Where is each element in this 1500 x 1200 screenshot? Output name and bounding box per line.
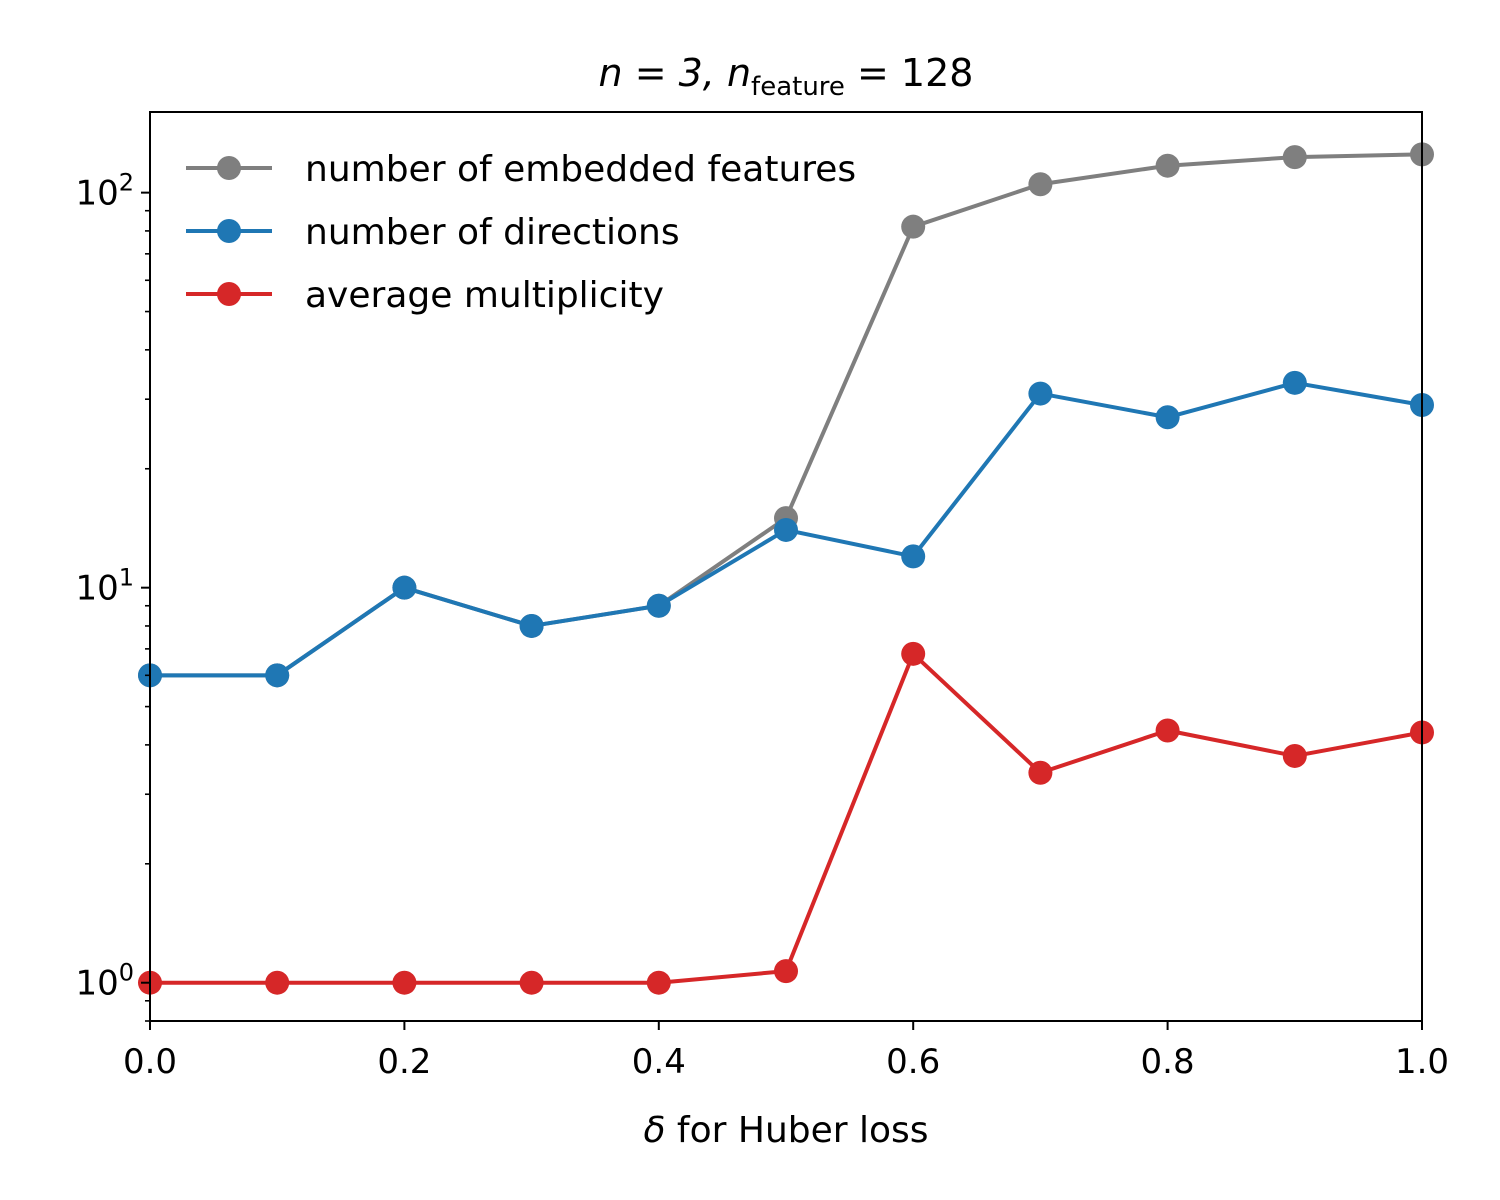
x-tick-label: 1.0 <box>1395 1042 1449 1082</box>
data-point <box>519 970 544 995</box>
chart-title: n = 3, nfeature = 128 <box>599 51 974 102</box>
legend-label: number of embedded features <box>305 149 856 190</box>
plot-frame <box>149 111 1423 1022</box>
x-tick-label: 0.2 <box>377 1042 431 1082</box>
data-point <box>901 641 926 666</box>
data-point <box>1155 405 1180 430</box>
data-point <box>392 970 417 995</box>
legend-swatch-marker <box>217 219 241 243</box>
x-tick-label: 0.6 <box>886 1042 940 1082</box>
legend-swatch-marker <box>217 282 241 306</box>
legend-label: number of directions <box>305 212 680 253</box>
data-point <box>519 613 544 638</box>
data-point <box>774 959 798 984</box>
series-line <box>150 651 1423 985</box>
y-tick-label: 100 <box>75 959 134 1004</box>
series-1 <box>138 370 1434 688</box>
x-axis-label-text: δ for Huber loss <box>643 1110 928 1151</box>
x-tick-label: 0.8 <box>1141 1042 1195 1082</box>
data-point <box>774 517 798 542</box>
legend-entry: number of embedded features <box>186 149 856 190</box>
axes-layer: 0.0 0.2 0.4 0.6 0.8 1.0 100 101 102 <box>75 111 1449 1082</box>
data-point <box>1028 760 1053 785</box>
title-text: n = 3, nfeature = 128 <box>599 51 974 102</box>
data-point <box>1155 153 1180 178</box>
data-point <box>901 214 926 239</box>
x-axis-label: δ for Huber loss <box>643 1110 928 1151</box>
legend: number of embedded features number of dir… <box>186 149 856 316</box>
data-point <box>646 970 671 995</box>
legend-entry: number of directions <box>186 212 680 253</box>
data-point <box>392 575 417 600</box>
data-point <box>1155 718 1180 743</box>
data-point <box>646 593 671 618</box>
data-point <box>901 544 926 569</box>
data-point <box>1028 381 1053 406</box>
plot-series-layer <box>138 142 1434 995</box>
data-point <box>1282 145 1307 170</box>
data-point <box>1282 743 1307 768</box>
legend-label: average multiplicity <box>305 275 664 316</box>
legend-swatch-marker <box>217 156 241 180</box>
y-tick-label: 102 <box>75 169 134 214</box>
data-point <box>265 663 290 688</box>
legend-entry: average multiplicity <box>186 275 664 316</box>
data-point <box>1028 172 1053 197</box>
y-tick-label: 101 <box>75 564 134 609</box>
series-2 <box>138 641 1434 995</box>
data-point <box>265 970 290 995</box>
x-tick-label: 0.4 <box>632 1042 686 1082</box>
data-point <box>1282 370 1307 395</box>
x-tick-label: 0.0 <box>123 1042 177 1082</box>
